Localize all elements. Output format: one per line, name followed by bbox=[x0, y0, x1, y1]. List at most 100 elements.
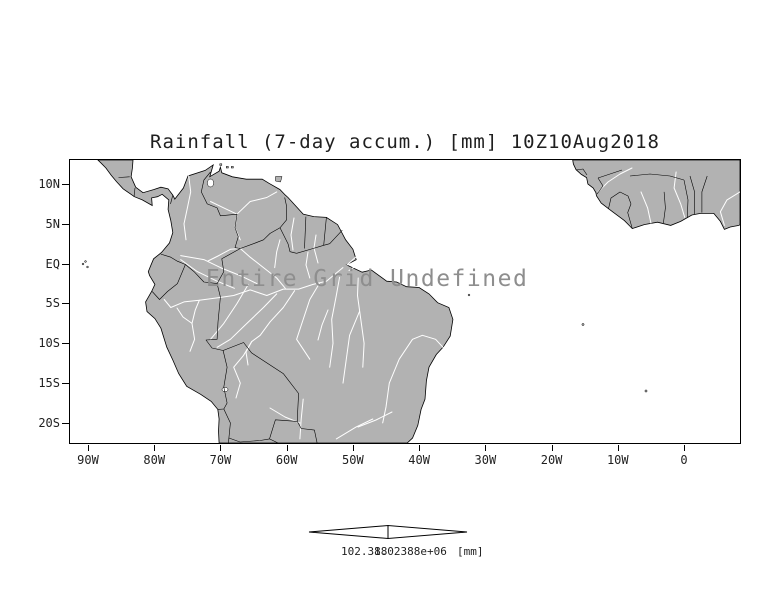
lon-tick-label: 40W bbox=[408, 453, 430, 467]
niger-upper-river bbox=[597, 167, 633, 193]
landmass-group bbox=[97, 160, 740, 443]
essequibo-river bbox=[290, 217, 295, 251]
lat-tick bbox=[62, 183, 69, 185]
amazon-mouth-channel bbox=[346, 255, 358, 266]
islands-group bbox=[81, 163, 648, 393]
lon-tick bbox=[485, 445, 487, 451]
plot-title: Rainfall (7-day accum.) [mm] 10Z10Aug201… bbox=[150, 131, 660, 153]
lon-tick-label: 0 bbox=[680, 453, 688, 467]
curacao-island bbox=[226, 166, 229, 169]
putumayo-river bbox=[180, 259, 235, 289]
colorbar-left-arrow bbox=[308, 524, 389, 540]
colorbar-max-label: 1.02388e+06 bbox=[374, 545, 447, 558]
country-border bbox=[228, 437, 270, 443]
amazon-river bbox=[189, 267, 344, 352]
paraguay-river bbox=[299, 398, 304, 440]
galapagos-island bbox=[84, 260, 87, 263]
country-border bbox=[269, 419, 298, 439]
japura-river bbox=[180, 255, 258, 285]
map-frame: Entire Grid Undefined bbox=[69, 159, 741, 444]
country-border bbox=[201, 171, 241, 249]
lake-maracaibo bbox=[207, 178, 214, 188]
lat-tick-label: 10N bbox=[38, 176, 60, 191]
maranon-river bbox=[163, 299, 200, 308]
lon-tick bbox=[352, 445, 354, 451]
country-border bbox=[205, 297, 224, 351]
xingu-river bbox=[329, 276, 341, 368]
lat-tick bbox=[62, 343, 69, 345]
country-border bbox=[627, 203, 633, 229]
lat-tick-label: EQ bbox=[45, 256, 60, 271]
country-border bbox=[216, 248, 241, 284]
country-border bbox=[323, 217, 327, 246]
bandama-river bbox=[640, 191, 652, 224]
noronha-island bbox=[467, 293, 471, 297]
country-border bbox=[597, 169, 623, 179]
branco-river bbox=[274, 239, 281, 269]
galapagos-island bbox=[81, 262, 85, 266]
colorbar bbox=[308, 524, 468, 540]
country-border bbox=[279, 227, 297, 254]
lat-tick-label: 5S bbox=[45, 296, 60, 311]
country-border bbox=[689, 175, 695, 215]
country-border bbox=[701, 175, 708, 213]
lat-tick bbox=[62, 383, 69, 385]
magdalena-river bbox=[183, 175, 192, 241]
country-border bbox=[160, 253, 186, 265]
country-border bbox=[297, 421, 318, 443]
huallaga-river bbox=[176, 307, 193, 324]
country-border bbox=[575, 168, 588, 176]
country-border bbox=[151, 264, 186, 300]
amazon-mouth-channel bbox=[348, 261, 363, 271]
country-border bbox=[304, 216, 307, 249]
aruba-island bbox=[219, 163, 223, 166]
jurua-river bbox=[210, 283, 249, 340]
tocantins-river bbox=[357, 277, 365, 368]
lake-titicaca bbox=[221, 387, 229, 392]
ascension-island bbox=[581, 323, 585, 326]
bonaire-island bbox=[231, 166, 234, 169]
lat-tick-label: 20S bbox=[38, 415, 60, 430]
country-border bbox=[269, 438, 279, 443]
iriri-river bbox=[317, 309, 329, 341]
country-border bbox=[170, 195, 174, 205]
lat-tick bbox=[62, 422, 69, 424]
st-helena-island bbox=[644, 389, 648, 393]
lon-tick bbox=[684, 445, 685, 451]
trombetas-river bbox=[305, 251, 311, 279]
lon-tick-label: 90W bbox=[77, 453, 99, 467]
parana-river bbox=[335, 418, 374, 440]
country-border bbox=[185, 264, 221, 298]
colorbar-right-arrow bbox=[387, 524, 468, 540]
apure-river bbox=[210, 201, 238, 215]
purus-river bbox=[216, 293, 278, 348]
lat-tick bbox=[62, 263, 69, 265]
country-border bbox=[296, 245, 324, 254]
map-canvas bbox=[81, 160, 740, 443]
country-border bbox=[222, 342, 299, 422]
country-border bbox=[596, 177, 604, 195]
africa-landmass bbox=[572, 160, 740, 230]
araguaia-river bbox=[342, 310, 360, 384]
lon-tick bbox=[154, 445, 156, 451]
country-border bbox=[240, 227, 281, 249]
colorbar-units-label: [mm] bbox=[457, 545, 484, 558]
country-border bbox=[118, 176, 130, 178]
country-border bbox=[323, 229, 343, 246]
galapagos-island bbox=[86, 265, 89, 269]
country-border bbox=[223, 408, 231, 443]
americas-landmass bbox=[97, 160, 454, 443]
lon-tick-label: 50W bbox=[342, 453, 364, 467]
country-border bbox=[133, 187, 136, 198]
lon-tick bbox=[286, 445, 288, 451]
tapajos-river bbox=[296, 282, 321, 360]
volta-river bbox=[673, 171, 686, 218]
trinidad-island bbox=[275, 176, 283, 183]
country-border bbox=[279, 197, 287, 228]
lon-tick bbox=[551, 445, 553, 451]
niger-lower-river bbox=[719, 191, 740, 226]
country-border bbox=[663, 191, 666, 224]
lon-tick-label: 60W bbox=[275, 453, 298, 467]
sao-francisco-river bbox=[382, 334, 444, 424]
